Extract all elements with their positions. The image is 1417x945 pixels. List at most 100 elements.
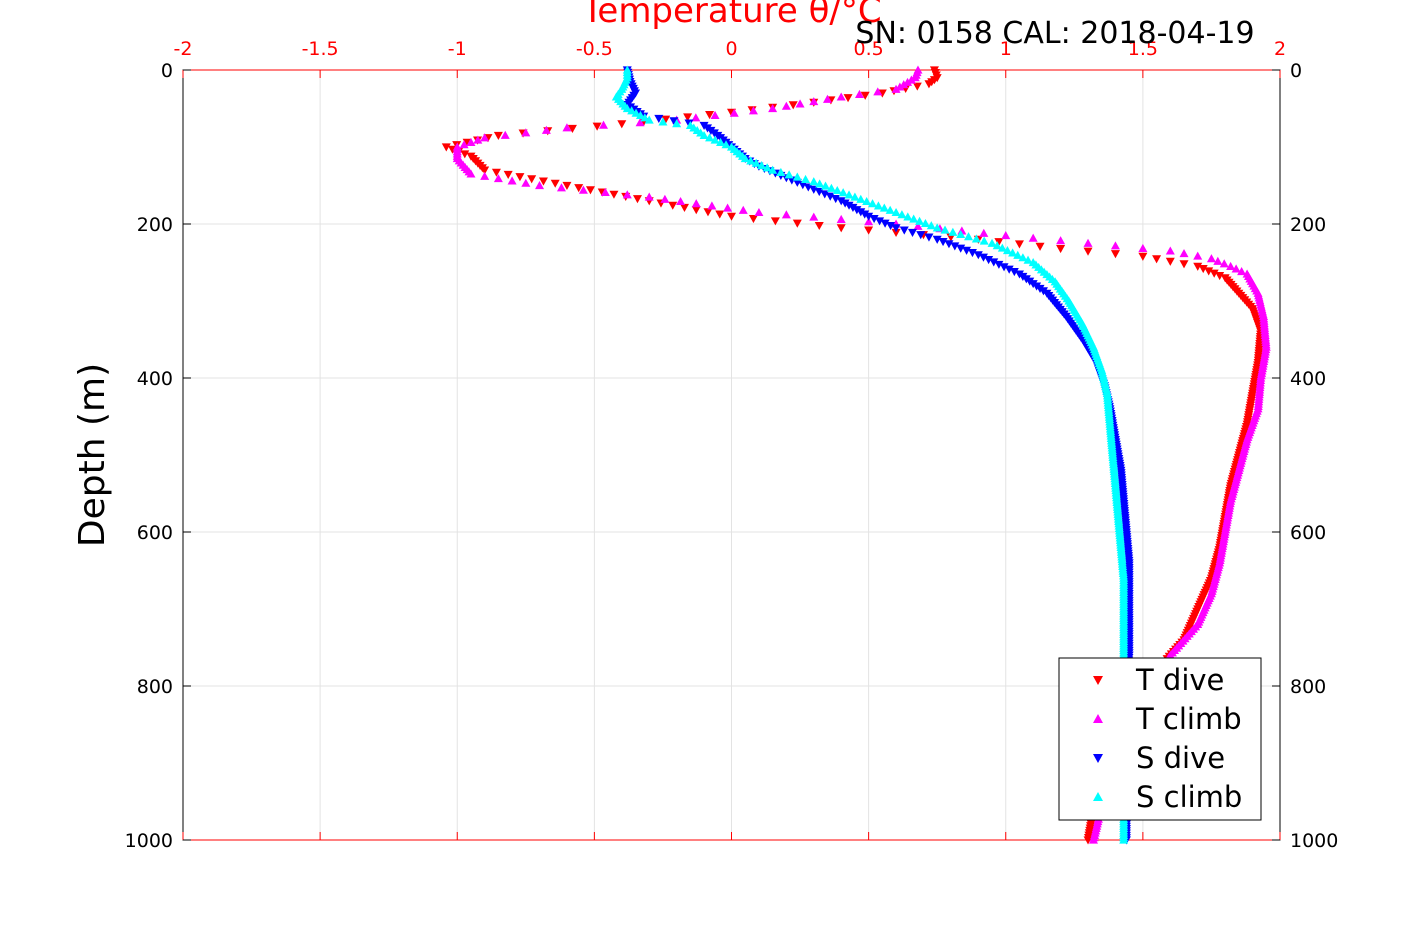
temperature-tick-label: 1.5 bbox=[1128, 38, 1158, 60]
data-point bbox=[538, 177, 548, 186]
data-point bbox=[840, 199, 850, 208]
data-point bbox=[707, 201, 717, 210]
data-point bbox=[826, 183, 836, 192]
legend-marker bbox=[1093, 792, 1103, 801]
data-point bbox=[891, 228, 901, 237]
data-point bbox=[1014, 240, 1024, 249]
data-point bbox=[864, 212, 874, 221]
data-point bbox=[635, 110, 645, 120]
data-point bbox=[1165, 246, 1175, 255]
data-point bbox=[815, 179, 825, 188]
data-point bbox=[740, 154, 750, 163]
legend-label: T climb bbox=[1135, 702, 1242, 736]
data-point bbox=[746, 156, 756, 165]
data-point bbox=[567, 124, 577, 134]
data-point bbox=[973, 251, 983, 260]
data-point bbox=[944, 240, 954, 249]
data-point bbox=[788, 101, 798, 110]
depth-tick-label-right: 800 bbox=[1290, 676, 1326, 698]
data-point bbox=[1206, 254, 1216, 263]
data-point bbox=[1083, 836, 1093, 845]
data-point bbox=[913, 221, 923, 230]
data-point bbox=[1083, 238, 1093, 247]
data-point bbox=[500, 130, 510, 139]
data-point bbox=[897, 210, 907, 219]
data-point bbox=[821, 181, 831, 190]
temperature-tick-label: 0 bbox=[725, 38, 737, 60]
data-point bbox=[592, 122, 602, 131]
data-point bbox=[1179, 249, 1189, 258]
data-point bbox=[1138, 243, 1148, 252]
data-point bbox=[831, 194, 841, 204]
data-point bbox=[644, 115, 654, 124]
data-point bbox=[875, 217, 885, 226]
data-point bbox=[550, 179, 560, 188]
data-point bbox=[727, 212, 736, 221]
data-point bbox=[556, 183, 566, 192]
data-point bbox=[668, 201, 678, 210]
temperature-tick-label: 0.5 bbox=[854, 38, 884, 60]
data-point bbox=[948, 227, 958, 236]
data-point bbox=[515, 173, 525, 182]
data-point bbox=[754, 207, 764, 217]
data-point bbox=[843, 94, 853, 103]
data-point bbox=[715, 210, 725, 219]
data-point bbox=[768, 165, 778, 174]
data-point bbox=[632, 195, 642, 204]
legend-marker bbox=[1093, 754, 1103, 763]
data-point bbox=[703, 208, 713, 217]
depth-tick-label-right: 0 bbox=[1290, 60, 1302, 82]
data-point bbox=[1008, 248, 1018, 257]
data-point bbox=[691, 113, 701, 122]
data-point bbox=[964, 232, 974, 241]
legend: T dive T climb S dive S climb bbox=[1058, 657, 1262, 821]
data-point bbox=[710, 135, 720, 144]
data-point bbox=[885, 205, 895, 214]
data-point bbox=[850, 192, 860, 201]
data-point bbox=[932, 223, 942, 232]
data-point bbox=[507, 176, 517, 185]
data-point bbox=[1152, 255, 1162, 264]
legend-box bbox=[1058, 657, 1262, 821]
data-point bbox=[574, 184, 584, 193]
data-point bbox=[466, 169, 476, 178]
data-point bbox=[1083, 247, 1093, 256]
depth-tick-label-right: 600 bbox=[1290, 522, 1326, 544]
data-point bbox=[1119, 835, 1129, 844]
data-point bbox=[979, 228, 989, 237]
data-point bbox=[809, 185, 819, 194]
data-point bbox=[916, 231, 926, 240]
data-point bbox=[691, 199, 701, 208]
data-point bbox=[683, 113, 693, 122]
data-point bbox=[1110, 250, 1120, 259]
data-point bbox=[938, 238, 948, 247]
data-point bbox=[1056, 245, 1066, 254]
data-point bbox=[836, 197, 846, 206]
data-point bbox=[795, 99, 805, 108]
data-point bbox=[984, 256, 994, 265]
data-point bbox=[631, 108, 641, 117]
data-point bbox=[825, 192, 835, 201]
data-point bbox=[814, 221, 824, 231]
data-point bbox=[721, 140, 731, 149]
data-point bbox=[1237, 266, 1247, 276]
data-point bbox=[836, 224, 846, 233]
data-point bbox=[809, 177, 819, 186]
data-point bbox=[903, 212, 913, 221]
data-point bbox=[658, 117, 668, 126]
data-point bbox=[599, 120, 609, 129]
depth-tick-label-right: 200 bbox=[1290, 214, 1326, 236]
data-point bbox=[781, 101, 791, 110]
depth-tick-label-left: 600 bbox=[137, 522, 173, 544]
data-point bbox=[705, 111, 715, 120]
data-point bbox=[962, 246, 972, 255]
data-point bbox=[1193, 251, 1203, 260]
data-point bbox=[660, 194, 670, 203]
data-point bbox=[635, 118, 645, 127]
data-point bbox=[748, 215, 758, 224]
data-point bbox=[915, 216, 925, 225]
data-point bbox=[852, 206, 862, 215]
depth-tick-label-left: 0 bbox=[161, 60, 173, 82]
data-point bbox=[899, 226, 909, 235]
data-point bbox=[1198, 265, 1208, 274]
